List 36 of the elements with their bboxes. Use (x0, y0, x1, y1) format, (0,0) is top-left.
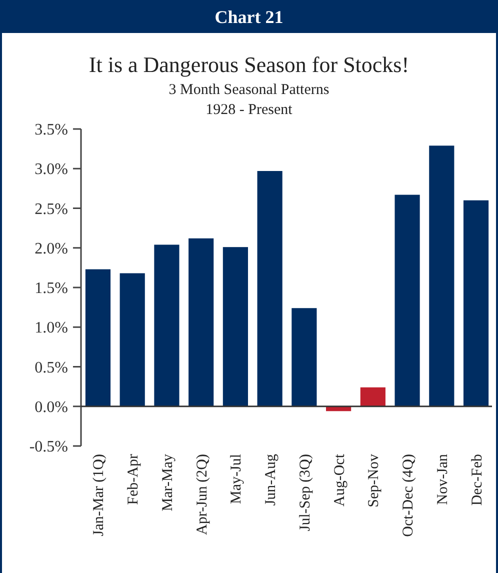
y-tick-label: 3.0% (34, 161, 68, 178)
bar (463, 200, 489, 406)
x-tick-label: Aug-Oct (332, 453, 348, 506)
chart-title: It is a Dangerous Season for Stocks! (88, 52, 410, 77)
y-tick-label: -0.5% (29, 438, 68, 456)
bar (188, 238, 214, 406)
bar (85, 269, 111, 406)
bar (222, 247, 248, 406)
caption: Chart 21 (214, 7, 284, 27)
text: 1928 - Present (206, 102, 294, 118)
y-tick-label: 1.5% (34, 280, 68, 298)
y-tick-label: 2.0% (34, 240, 68, 258)
chart-subtitle: 3 Month Seasonal Patterns (168, 82, 330, 98)
x-tick-label: Jul-Sep (3Q) (297, 454, 314, 532)
x-tick-label: Jan-Mar (1Q) (91, 454, 108, 536)
x-tick-label: Nov-Jan (434, 454, 451, 505)
x-tick-label: May-Jul (228, 454, 245, 504)
y-tick-label: 1.0% (34, 320, 68, 337)
x-tick-label: Oct-Dec (4Q) (400, 454, 417, 537)
x-tick-label: Mar-May (160, 454, 176, 512)
bar (360, 387, 386, 406)
x-tick-label: Dec-Feb (469, 454, 486, 506)
bar (292, 308, 317, 406)
y-tick-label: 0.5% (34, 359, 68, 376)
y-tick-label: 0.0% (34, 398, 68, 416)
bar (154, 244, 180, 406)
bar (394, 194, 420, 406)
bar (120, 273, 145, 406)
y-tick-label: 3.5% (34, 122, 68, 139)
x-tick-label: Apr-Jun (2Q) (194, 454, 210, 535)
x-tick-label: Sep-Nov (366, 454, 382, 508)
y-tick-label: 2.5% (34, 200, 68, 218)
x-tick-label: Feb-Apr (126, 454, 142, 505)
bar (257, 171, 282, 406)
x-tick-label: Jun-Aug (263, 454, 280, 506)
bar (429, 146, 454, 406)
